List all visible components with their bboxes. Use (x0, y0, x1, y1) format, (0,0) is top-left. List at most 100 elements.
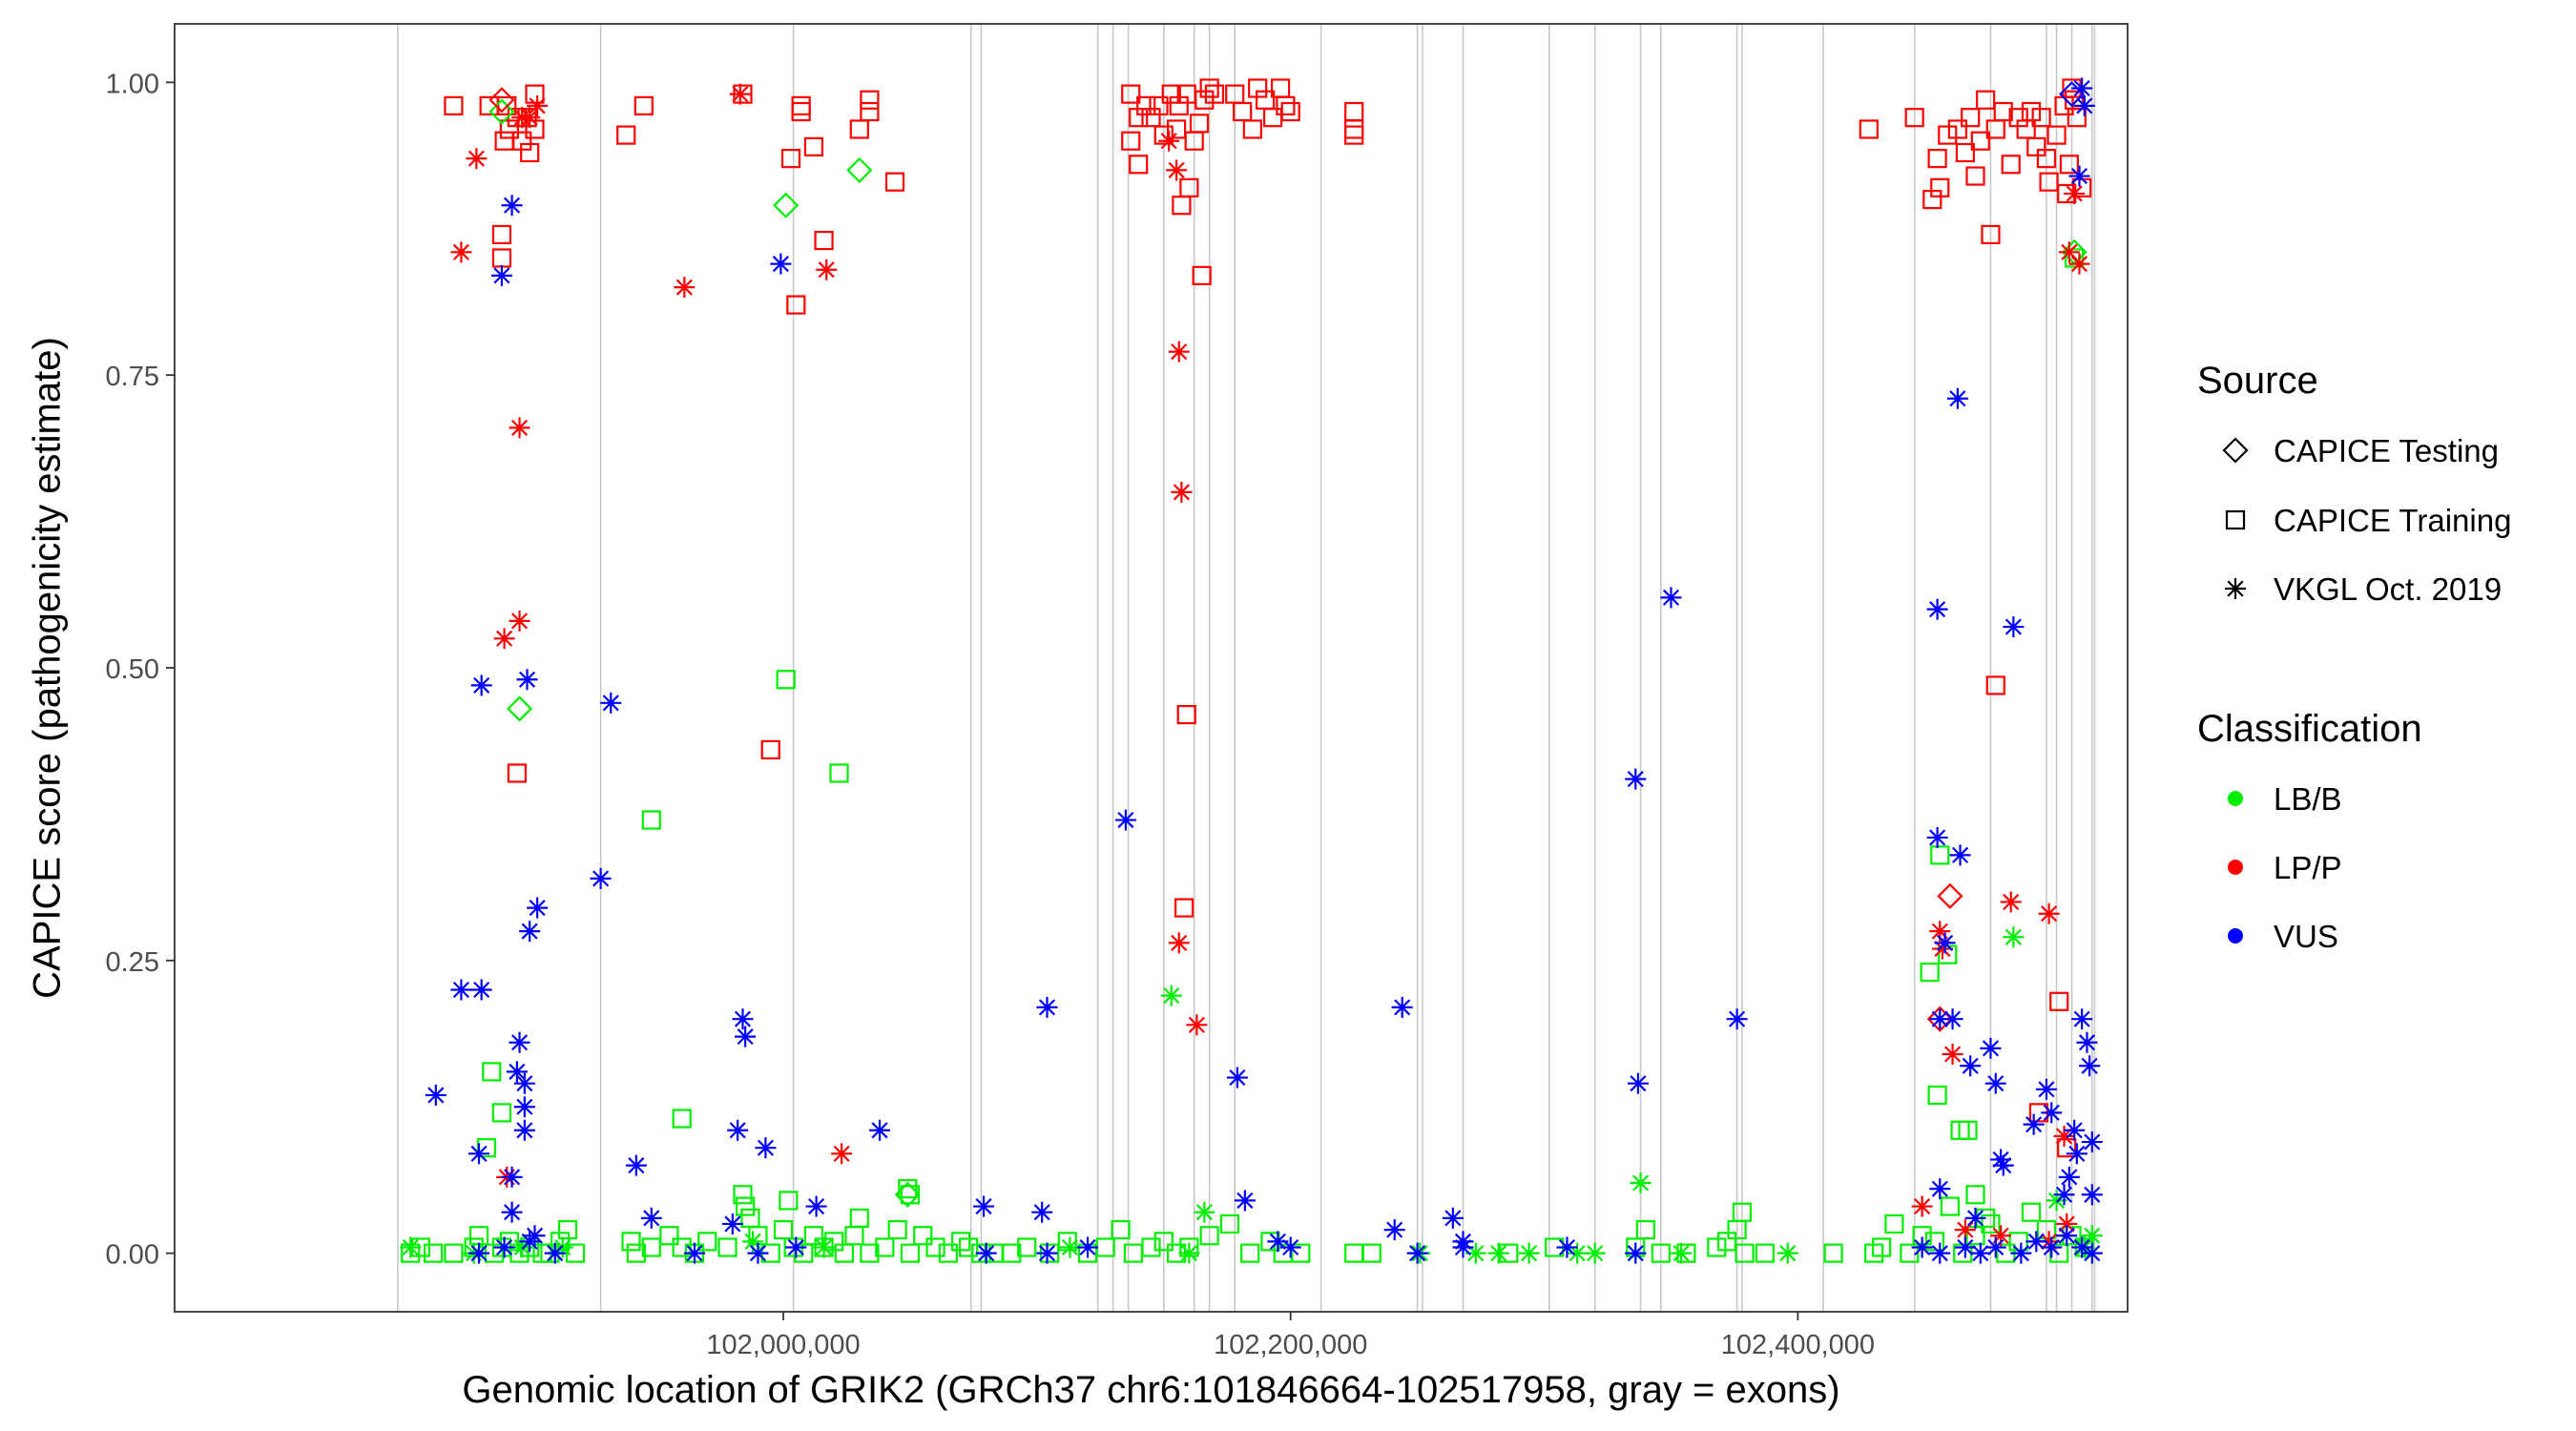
legend-key-asterisk-icon (2225, 578, 2246, 599)
data-point (1160, 985, 1182, 1006)
data-point (1129, 155, 1149, 175)
data-point (1976, 90, 1996, 110)
data-point (2003, 926, 2025, 948)
data-point (450, 241, 472, 263)
data-point (1442, 1207, 1464, 1229)
data-point (641, 810, 661, 830)
data-point (1961, 108, 1981, 128)
x-tick-label: 102,400,000 (1721, 1330, 1875, 1360)
data-point (488, 98, 515, 125)
data-point (557, 1219, 578, 1240)
data-point (2021, 1202, 2042, 1222)
data-point (1930, 177, 1950, 197)
data-point (1625, 768, 1647, 790)
data-point (1651, 1243, 1671, 1263)
data-point (1911, 1236, 1933, 1258)
data-point (2081, 1225, 2103, 1247)
data-point (805, 1195, 827, 1217)
data-point (1189, 114, 1210, 134)
data-point (507, 763, 527, 783)
data-point (516, 669, 538, 691)
data-point (482, 1062, 502, 1082)
data-point (1176, 704, 1196, 725)
data-point (1383, 1219, 1405, 1241)
data-point (1929, 1242, 1951, 1264)
data-point (814, 230, 834, 251)
data-point (1627, 1072, 1649, 1094)
data-point (2071, 77, 2093, 99)
data-point (887, 1219, 907, 1240)
data-point (527, 94, 549, 116)
data-point (470, 674, 492, 696)
data-point (519, 107, 541, 129)
data-point (735, 1026, 757, 1047)
data-point (640, 1207, 662, 1229)
data-point (1926, 826, 1948, 848)
data-point (773, 192, 800, 218)
data-point (1171, 481, 1193, 503)
data-point (1518, 1242, 1540, 1264)
data-point (1924, 1232, 1945, 1252)
data-point (1240, 1243, 1260, 1263)
y-tick-label: 1.00 (106, 69, 159, 99)
y-axis-title: CAPICE score (pathogenicity estimate) (27, 337, 69, 999)
data-point (497, 95, 517, 116)
legend-class-item-lpp: LP/P (2274, 850, 2342, 885)
data-point (729, 83, 751, 105)
data-point (1937, 882, 1963, 909)
data-point (2073, 94, 2095, 116)
data-point (1958, 1120, 1978, 1140)
data-point (600, 692, 622, 714)
data-point (1121, 131, 1141, 151)
data-point (1168, 932, 1190, 954)
data-point (524, 1225, 546, 1247)
data-point (1391, 996, 1413, 1018)
data-point (2031, 108, 2051, 128)
legend-source-item-vkgl: VKGL Oct. 2019 (2274, 571, 2502, 607)
data-point (1179, 177, 1199, 197)
data-point (672, 1237, 692, 1257)
data-point (1168, 341, 1190, 363)
data-point (1927, 1085, 1947, 1106)
data-point (894, 1181, 921, 1208)
data-point (1195, 90, 1215, 110)
data-point (1114, 809, 1136, 831)
data-point (1625, 1242, 1647, 1264)
data-point (509, 417, 530, 439)
data-point (1707, 1237, 1727, 1257)
data-point (616, 125, 636, 145)
data-point (846, 156, 873, 183)
data-point (849, 119, 869, 139)
data-point (513, 1072, 535, 1094)
data-point (1716, 1232, 1737, 1252)
data-point (898, 1179, 918, 1199)
data-point (499, 1232, 520, 1252)
data-point (1036, 996, 1058, 1018)
data-point (2038, 902, 2060, 924)
data-point (1204, 84, 1225, 104)
data-point (1174, 898, 1195, 918)
data-point (1984, 1236, 2006, 1258)
legend-source-item-training: CAPICE Training (2274, 503, 2511, 538)
data-point (2081, 1242, 2103, 1264)
data-point (1942, 1008, 1963, 1030)
data-point (1930, 845, 1950, 865)
data-point (525, 119, 545, 139)
data-point (2001, 155, 2021, 175)
data-point (1872, 1237, 1892, 1257)
data-point (860, 1243, 880, 1263)
data-point (1149, 95, 1169, 116)
data-point (1002, 1243, 1022, 1263)
data-point (2064, 182, 2086, 204)
data-point (2035, 1078, 2057, 1100)
data-point (1017, 1237, 1037, 1257)
data-point (683, 1242, 705, 1264)
data-point (2025, 1231, 2047, 1253)
data-point (773, 1219, 794, 1240)
data-point (468, 1143, 490, 1165)
data-point (2058, 1166, 2080, 1188)
data-point (958, 1237, 979, 1257)
data-point (1964, 1207, 1986, 1229)
data-point (1969, 1242, 1991, 1264)
